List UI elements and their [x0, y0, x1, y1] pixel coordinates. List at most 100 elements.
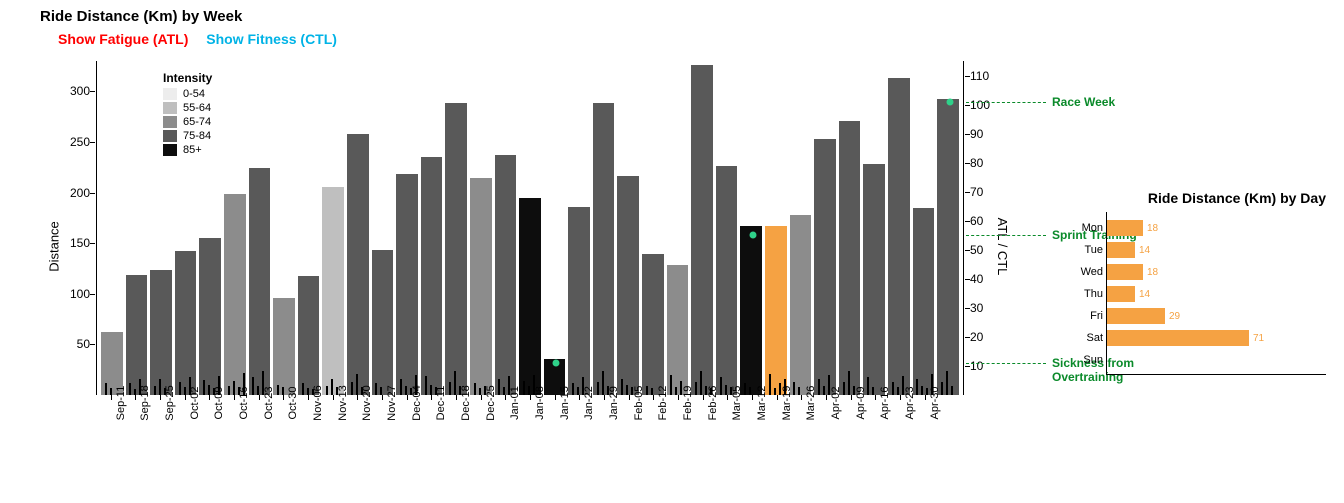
y-left-tick: 100	[50, 287, 90, 301]
week-bar[interactable]	[372, 250, 394, 395]
week-bar[interactable]	[888, 78, 910, 395]
day-label: Sun	[1069, 354, 1107, 366]
week-bar[interactable]	[249, 168, 271, 395]
week-bar[interactable]	[519, 198, 541, 395]
x-tick-label: Sep-25	[164, 385, 176, 420]
week-bar[interactable]	[421, 157, 443, 395]
y-right-tick: 50	[970, 243, 1010, 257]
annotation-line	[966, 363, 1046, 364]
week-bar[interactable]	[126, 275, 148, 395]
day-value: 71	[1253, 333, 1264, 344]
week-bar[interactable]	[593, 103, 615, 396]
toggle-ctl[interactable]: Show Fitness (CTL)	[206, 31, 337, 47]
chart-toggles: Show Fatigue (ATL) Show Fitness (CTL)	[58, 31, 1334, 47]
toggle-atl[interactable]: Show Fatigue (ATL)	[58, 31, 188, 47]
day-bar[interactable]	[1107, 264, 1143, 280]
legend-label: 55-64	[183, 101, 211, 115]
intensity-legend: Intensity 0-5455-6465-7475-8485+	[163, 71, 212, 157]
daily-chart: Ride Distance (Km) by Day Mon18Tue14Wed1…	[1106, 190, 1326, 375]
x-tick-label: Oct-23	[263, 386, 275, 419]
day-bar[interactable]	[1107, 242, 1135, 258]
x-tick-label: Apr-23	[904, 386, 916, 419]
day-row: Sun	[1107, 350, 1326, 370]
x-tick-label: Oct-02	[189, 386, 201, 419]
x-tick-label: Oct-30	[287, 386, 299, 419]
day-row: Fri29	[1107, 306, 1326, 326]
x-tick-label: Apr-16	[879, 386, 891, 419]
y-right-tick: 60	[970, 214, 1010, 228]
week-bar[interactable]	[470, 178, 492, 395]
week-bar[interactable]	[175, 251, 197, 395]
day-value: 18	[1147, 223, 1158, 234]
y-left-tick: 300	[50, 84, 90, 98]
week-bar[interactable]	[568, 207, 590, 395]
week-bar[interactable]	[298, 276, 320, 395]
week-bar[interactable]	[445, 103, 467, 396]
week-bar[interactable]	[790, 215, 812, 395]
week-bar[interactable]	[199, 238, 221, 395]
x-tick-label: Nov-06	[312, 385, 324, 420]
legend-swatch	[163, 102, 177, 114]
x-tick-label: Dec-04	[411, 385, 423, 420]
x-tick-label: Nov-13	[337, 385, 349, 420]
week-bar[interactable]	[322, 187, 344, 395]
legend-swatch	[163, 130, 177, 142]
page: Ride Distance (Km) by Week Show Fatigue …	[0, 0, 1344, 503]
weekly-chart: Distance ATL / CTL Intensity 0-5455-6465…	[40, 55, 1020, 455]
week-bar[interactable]	[691, 65, 713, 395]
week-bar[interactable]	[617, 176, 639, 395]
legend-row: 55-64	[163, 101, 212, 115]
week-bar[interactable]	[765, 226, 787, 395]
x-tick-label: Apr-09	[855, 386, 867, 419]
x-tick-label: Nov-20	[361, 385, 373, 420]
x-tick-label: Mar-12	[756, 386, 768, 421]
x-tick-label: Sep-11	[115, 386, 127, 421]
y-right-tick: 70	[970, 185, 1010, 199]
week-bar[interactable]	[937, 99, 959, 395]
x-tick-label: Mar-05	[731, 386, 743, 421]
week-bar[interactable]	[913, 208, 935, 395]
y-right-tick: 20	[970, 330, 1010, 344]
marker-dot	[749, 232, 756, 239]
week-bar[interactable]	[150, 270, 172, 396]
day-bar[interactable]	[1107, 330, 1249, 346]
week-bar[interactable]	[716, 166, 738, 395]
week-bar[interactable]	[839, 121, 861, 395]
week-bar[interactable]	[495, 155, 517, 395]
day-label: Fri	[1069, 310, 1107, 322]
marker-dot	[947, 98, 954, 105]
week-bar[interactable]	[863, 164, 885, 395]
legend-label: 65-74	[183, 115, 211, 129]
day-row: Sat71	[1107, 328, 1326, 348]
x-tick-label: Mar-19	[781, 386, 793, 421]
day-label: Thu	[1069, 288, 1107, 300]
day-bar[interactable]	[1107, 286, 1135, 302]
day-bar[interactable]	[1107, 308, 1165, 324]
week-bar[interactable]	[224, 194, 246, 395]
week-bar[interactable]	[396, 174, 418, 395]
week-bar[interactable]	[642, 254, 664, 395]
week-bar[interactable]	[814, 139, 836, 395]
week-bar[interactable]	[347, 134, 369, 395]
daily-chart-title: Ride Distance (Km) by Day	[1106, 190, 1326, 206]
legend-label: 0-54	[183, 87, 205, 101]
day-bar[interactable]	[1107, 220, 1143, 236]
marker-dot	[552, 360, 559, 367]
week-bar[interactable]	[273, 298, 295, 395]
x-tick-label: Feb-26	[707, 386, 719, 421]
week-bar[interactable]	[667, 265, 689, 395]
legend-label: 85+	[183, 143, 202, 157]
day-value: 14	[1139, 245, 1150, 256]
x-tick-label: Dec-18	[460, 385, 472, 420]
y-left-tick: 50	[50, 337, 90, 351]
x-tick-label: Jan-22	[583, 386, 595, 420]
day-value: 14	[1139, 289, 1150, 300]
week-bar[interactable]	[740, 226, 762, 395]
x-tick-label: Oct-16	[238, 386, 250, 419]
y-right-tick: 40	[970, 272, 1010, 286]
x-tick-label: Jan-15	[559, 386, 571, 420]
legend-swatch	[163, 88, 177, 100]
y-left-tick: 150	[50, 236, 90, 250]
annotation-label: Race Week	[1052, 95, 1115, 109]
bars-container	[97, 61, 963, 395]
